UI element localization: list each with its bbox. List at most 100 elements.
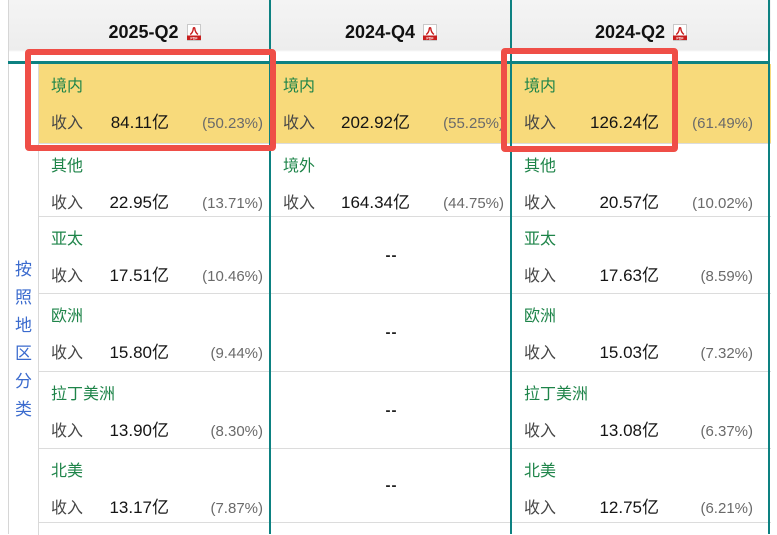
income-line: 收入 17.63亿 (8.59%) — [524, 261, 753, 286]
region-name: 拉丁美洲 — [51, 386, 116, 403]
income-label: 收入 — [524, 500, 557, 517]
region-name: 亚太 — [51, 231, 84, 248]
income-line: 收入 20.57亿 (10.02%) — [524, 188, 753, 213]
income-label: 收入 — [51, 195, 84, 212]
svg-text:PDF: PDF — [190, 36, 198, 40]
region-name: 拉丁美洲 — [524, 386, 589, 403]
income-label: 收入 — [51, 500, 84, 517]
income-label: 收入 — [51, 268, 84, 285]
income-line: 收入 17.51亿 (10.46%) — [51, 261, 263, 286]
income-label: 收入 — [283, 115, 316, 132]
income-line: 收入 15.03亿 (7.32%) — [524, 338, 753, 363]
income-label: 收入 — [524, 423, 557, 440]
income-line: 收入 13.17亿 (7.87%) — [51, 493, 263, 518]
cell-2024q2-europe: 欧洲 收入 15.03亿 (7.32%) — [512, 294, 771, 372]
income-value: 17.63亿 — [599, 266, 659, 285]
income-line: 收入 126.24亿 (61.49%) — [524, 108, 753, 133]
income-value: 22.95亿 — [109, 193, 169, 212]
sidebar-category-label: 按 照 地 区 分 类 — [9, 64, 39, 535]
annotation-box-2024q2-domestic — [501, 48, 678, 152]
cell-2024q2-asia-pacific: 亚太 收入 17.63亿 (8.59%) — [512, 217, 771, 294]
income-label: 收入 — [524, 345, 557, 362]
region-name: 欧洲 — [524, 308, 557, 325]
income-line: 收入 12.75亿 (6.21%) — [524, 493, 753, 518]
sidebar-char: 地 — [15, 316, 32, 335]
income-percent: (8.59%) — [700, 268, 753, 285]
income-value: 15.80亿 — [109, 343, 169, 362]
income-line: 收入 22.95亿 (13.71%) — [51, 188, 263, 213]
cell-partial-row — [512, 523, 771, 535]
income-value: 13.90亿 — [109, 421, 169, 440]
income-line: 收入 15.80亿 (9.44%) — [51, 338, 263, 363]
region-name: 北美 — [524, 463, 557, 480]
column-header-2024-q4: 2024-Q4 PDF — [271, 0, 512, 64]
svg-text:PDF: PDF — [676, 36, 684, 40]
column-divider-rule — [269, 0, 271, 534]
income-line: 收入 164.34亿 (44.75%) — [283, 188, 504, 213]
pdf-icon[interactable]: PDF — [422, 23, 438, 41]
pdf-icon[interactable]: PDF — [186, 23, 202, 41]
sidebar-char: 照 — [15, 288, 32, 307]
region-name: 其他 — [51, 158, 84, 175]
region-revenue-table: 2025-Q2 PDF 2024-Q4 PDF 2024-Q2 PDF 按 照 … — [8, 0, 771, 535]
region-name: 亚太 — [524, 231, 557, 248]
income-value: 13.17亿 — [109, 498, 169, 517]
income-percent: (6.21%) — [700, 500, 753, 517]
region-name: 境内 — [51, 78, 84, 95]
income-percent: (10.02%) — [692, 195, 753, 212]
cell-partial-row — [39, 523, 271, 535]
income-percent: (61.49%) — [692, 115, 753, 132]
sidebar-char: 类 — [15, 400, 32, 419]
region-name: 境内 — [283, 78, 316, 95]
cell-2025q2-asia-pacific: 亚太 收入 17.51亿 (10.46%) — [39, 217, 271, 294]
column-header-label: 2025-Q2 — [108, 21, 179, 42]
income-label: 收入 — [524, 268, 557, 285]
cell-2025q2-other: 其他 收入 22.95亿 (13.71%) — [39, 144, 271, 217]
cell-2024q4-empty: -- — [271, 294, 512, 372]
region-name: 欧洲 — [51, 308, 84, 325]
region-name: 北美 — [51, 463, 84, 480]
column-header-label: 2024-Q2 — [594, 21, 666, 42]
cell-2024q2-other: 其他 收入 20.57亿 (10.02%) — [512, 144, 771, 217]
cell-2025q2-latin-america: 拉丁美洲 收入 13.90亿 (8.30%) — [39, 372, 271, 449]
income-percent: (55.25%) — [443, 115, 504, 132]
annotation-box-2025q2-domestic — [25, 49, 276, 151]
cell-2024q4-empty: -- — [271, 449, 512, 523]
column-header-label: 2024-Q4 — [344, 21, 416, 42]
income-label: 收入 — [51, 345, 84, 362]
income-line: 收入 84.11亿 (50.23%) — [51, 108, 263, 133]
sidebar-char: 按 — [15, 260, 32, 279]
income-line: 收入 202.92亿 (55.25%) — [283, 108, 504, 133]
cell-partial-row — [271, 523, 512, 535]
header-underline-rule — [8, 61, 770, 64]
income-label: 收入 — [51, 423, 84, 440]
income-percent: (8.30%) — [210, 423, 263, 440]
cell-2024q4-domestic: 境内 收入 202.92亿 (55.25%) — [271, 64, 512, 144]
income-value: 164.34亿 — [341, 193, 410, 212]
cell-2024q4-empty: -- — [271, 372, 512, 449]
income-percent: (6.37%) — [700, 423, 753, 440]
income-value: 15.03亿 — [599, 343, 659, 362]
cell-2024q2-latin-america: 拉丁美洲 收入 13.08亿 (6.37%) — [512, 372, 771, 449]
pdf-icon[interactable]: PDF — [672, 23, 688, 41]
region-name: 其他 — [524, 158, 557, 175]
cell-2024q4-overseas: 境外 收入 164.34亿 (44.75%) — [271, 144, 512, 217]
sidebar-char: 区 — [15, 344, 32, 363]
cell-2024q2-north-america: 北美 收入 12.75亿 (6.21%) — [512, 449, 771, 523]
income-percent: (7.87%) — [210, 500, 263, 517]
income-percent: (9.44%) — [210, 345, 263, 362]
income-value: 12.75亿 — [599, 498, 659, 517]
income-value: 84.11亿 — [110, 113, 169, 132]
income-value: 17.51亿 — [109, 266, 169, 285]
cell-2025q2-north-america: 北美 收入 13.17亿 (7.87%) — [39, 449, 271, 523]
region-name: 境外 — [283, 158, 316, 175]
income-label: 收入 — [51, 115, 84, 132]
cell-2025q2-domestic: 境内 收入 84.11亿 (50.23%) — [39, 64, 271, 144]
income-line: 收入 13.08亿 (6.37%) — [524, 416, 753, 441]
income-label: 收入 — [524, 195, 557, 212]
column-divider-rule — [510, 0, 512, 534]
table-right-edge-rule — [768, 0, 770, 534]
income-value: 202.92亿 — [341, 113, 410, 132]
income-percent: (50.23%) — [202, 115, 263, 132]
sidebar-char: 分 — [15, 372, 32, 391]
